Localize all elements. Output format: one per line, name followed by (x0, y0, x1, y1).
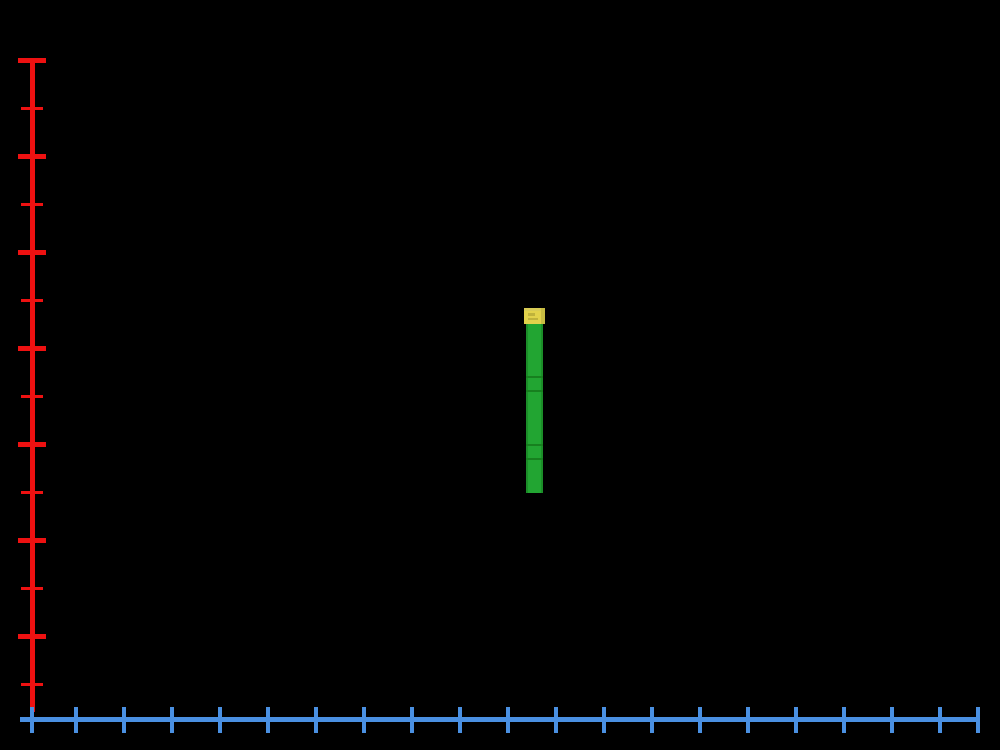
horizontal-axis-tick-14 (698, 707, 702, 733)
horizontal-axis-tick-3 (170, 707, 174, 733)
cap-notch2-icon (528, 318, 538, 320)
vertical-axis (0, 0, 60, 750)
vertical-axis-tick-1 (21, 107, 43, 110)
horizontal-axis-tick-4 (218, 707, 222, 733)
vertical-axis-line (30, 60, 35, 712)
vertical-axis-tick-10 (18, 538, 46, 543)
vertical-axis-tick-4 (18, 250, 46, 255)
horizontal-axis-tick-13 (650, 707, 654, 733)
horizontal-axis-tick-18 (890, 707, 894, 733)
vertical-axis-tick-0 (18, 58, 46, 63)
horizontal-axis-tick-1 (74, 707, 78, 733)
tower-edge-right-icon (541, 322, 543, 493)
horizontal-axis-tick-2 (122, 707, 126, 733)
tower-segment-seam-1 (526, 390, 543, 392)
horizontal-axis-tick-8 (410, 707, 414, 733)
horizontal-axis-tick-16 (794, 707, 798, 733)
vertical-axis-tick-5 (21, 299, 43, 302)
horizontal-axis-tick-9 (458, 707, 462, 733)
tower-body (526, 322, 543, 493)
vertical-axis-tick-8 (18, 442, 46, 447)
tower-segment-seam-0 (526, 376, 543, 378)
horizontal-axis-line (20, 717, 980, 722)
tower-bar[interactable] (524, 308, 545, 493)
horizontal-axis-tick-6 (314, 707, 318, 733)
horizontal-axis-tick-7 (362, 707, 366, 733)
vertical-axis-tick-3 (21, 203, 43, 206)
vertical-axis-tick-13 (21, 683, 43, 686)
horizontal-axis-tick-0 (30, 707, 34, 733)
horizontal-axis-tick-15 (746, 707, 750, 733)
tower-segment-seam-3 (526, 458, 543, 460)
vertical-axis-tick-6 (18, 346, 46, 351)
horizontal-axis (0, 690, 1000, 750)
vertical-axis-tick-9 (21, 491, 43, 494)
cap-notch-icon (528, 313, 535, 316)
vertical-axis-tick-12 (18, 634, 46, 639)
horizontal-axis-tick-19 (938, 707, 942, 733)
vertical-axis-tick-7 (21, 395, 43, 398)
tower-cap[interactable] (524, 308, 545, 324)
horizontal-axis-tick-17 (842, 707, 846, 733)
vertical-axis-tick-2 (18, 154, 46, 159)
horizontal-axis-tick-11 (554, 707, 558, 733)
horizontal-axis-tick-10 (506, 707, 510, 733)
tower-segment-seam-2 (526, 444, 543, 446)
cap-highlight (524, 308, 545, 311)
horizontal-axis-tick-20 (976, 707, 980, 733)
horizontal-axis-tick-5 (266, 707, 270, 733)
cap-shadow (541, 308, 545, 324)
vertical-axis-tick-11 (21, 587, 43, 590)
horizontal-axis-tick-12 (602, 707, 606, 733)
tower-edge-left-icon (526, 322, 528, 493)
